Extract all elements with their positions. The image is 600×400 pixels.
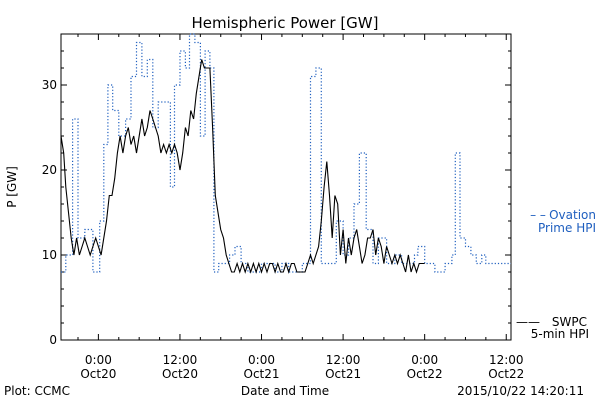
x-tick-date-label: Oct20 (80, 367, 116, 381)
x-tick-date-label: Oct22 (407, 367, 443, 381)
plot-axes: 01020300:00Oct2012:00Oct200:00Oct2112:00… (42, 33, 524, 381)
footer-timestamp: 2015/10/22 14:20:11 (457, 384, 584, 398)
x-axis-label: Date and Time (241, 384, 329, 398)
y-tick-label: 20 (42, 163, 57, 177)
x-tick-time-label: 0:00 (411, 353, 438, 367)
x-tick-date-label: Oct20 (162, 367, 198, 381)
chart-title: Hemispheric Power [GW] (192, 14, 379, 32)
series-ovation-prime-hpi (61, 33, 511, 273)
x-tick-time-label: 12:00 (163, 353, 198, 367)
footer-plot-credit: Plot: CCMC (4, 384, 70, 398)
x-tick-time-label: 12:00 (326, 353, 361, 367)
x-tick-time-label: 0:00 (85, 353, 112, 367)
legend-ovation-label-1: Ovation (549, 208, 596, 222)
legend-ovation-line: – – (530, 208, 546, 222)
series-swpc-5min-hpi (60, 59, 425, 274)
y-tick-label: 0 (49, 333, 57, 347)
x-tick-date-label: Oct21 (325, 367, 361, 381)
legend-swpc-line: —— (516, 315, 540, 329)
y-axis-label: P [GW] (5, 166, 19, 208)
x-tick-date-label: Oct22 (488, 367, 524, 381)
x-tick-time-label: 12:00 (489, 353, 524, 367)
x-tick-time-label: 0:00 (248, 353, 275, 367)
legend: – – Ovation Prime HPI —— SWPC 5-min HPI (516, 208, 596, 341)
plot-frame (60, 33, 512, 341)
legend-swpc-label-2: 5-min HPI (531, 327, 589, 341)
y-tick-label: 30 (42, 78, 57, 92)
legend-ovation-label-2: Prime HPI (538, 221, 596, 235)
series-layer (60, 33, 511, 274)
x-tick-date-label: Oct21 (244, 367, 280, 381)
legend-swpc-label-1: SWPC (552, 315, 587, 329)
y-tick-label: 10 (42, 248, 57, 262)
